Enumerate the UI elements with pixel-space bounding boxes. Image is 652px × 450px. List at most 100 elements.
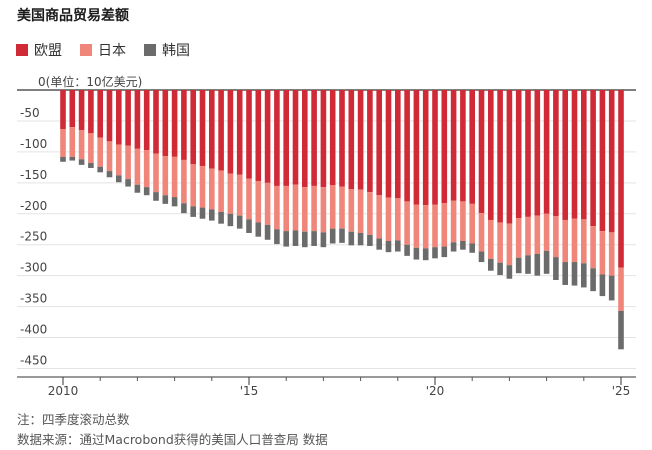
bar-korea <box>88 163 94 168</box>
bar-eu <box>171 90 178 157</box>
bar-japan <box>227 173 234 214</box>
bar-eu <box>339 90 345 187</box>
bar-japan <box>125 145 131 180</box>
bar-korea <box>590 268 596 292</box>
bar-eu <box>283 90 289 186</box>
bar-korea <box>199 207 206 219</box>
y-tick-label: -100 <box>20 137 47 151</box>
bar-korea <box>69 156 76 161</box>
bar-korea <box>478 251 485 263</box>
bar-eu <box>274 90 280 186</box>
bar-korea <box>404 244 410 256</box>
bar-korea <box>608 275 615 301</box>
bar-korea <box>339 228 345 243</box>
bar-japan <box>339 186 345 229</box>
bar-eu <box>60 90 66 129</box>
bar-eu <box>264 90 271 183</box>
bar-korea <box>302 231 308 248</box>
x-tick-label: '15 <box>240 384 259 398</box>
bar-eu <box>302 90 308 188</box>
bar-korea <box>367 234 373 246</box>
bar-korea <box>236 215 243 229</box>
bar-japan <box>218 170 224 212</box>
bar-korea <box>283 231 289 247</box>
bar-eu <box>413 90 420 205</box>
bar-japan <box>190 164 196 207</box>
bar-japan <box>404 201 410 245</box>
bar-korea <box>460 241 466 250</box>
bar-japan <box>395 198 401 241</box>
bar-japan <box>450 200 457 243</box>
bar-korea <box>441 246 448 258</box>
bar-korea <box>97 166 103 173</box>
bar-eu <box>199 90 206 167</box>
bar-japan <box>292 184 299 231</box>
bar-eu <box>88 90 94 134</box>
bar-eu <box>553 90 559 217</box>
bar-korea <box>60 156 66 162</box>
bar-japan <box>78 130 85 160</box>
bar-korea <box>134 184 141 193</box>
bar-japan <box>171 156 178 198</box>
bar-eu <box>376 90 382 196</box>
bar-eu <box>246 90 252 179</box>
bar-japan <box>478 213 485 252</box>
y-tick-label: -150 <box>20 168 47 182</box>
bar-eu <box>460 90 466 202</box>
bar-japan <box>562 219 568 263</box>
bar-eu <box>441 90 448 204</box>
legend-item-eu: 欧盟 <box>16 40 62 60</box>
bar-eu <box>478 90 485 214</box>
bar-korea <box>292 230 299 246</box>
bar-eu <box>143 90 150 151</box>
bar-japan <box>302 187 308 232</box>
bar-japan <box>441 203 448 247</box>
bar-korea <box>422 248 429 261</box>
bar-korea <box>246 219 252 233</box>
bar-korea <box>320 232 327 248</box>
bar-korea <box>190 206 196 217</box>
bar-korea <box>376 238 382 250</box>
bar-eu <box>506 90 513 224</box>
y-tick-label: -350 <box>20 292 47 306</box>
bar-japan <box>460 201 466 242</box>
bar-japan <box>571 218 578 263</box>
bar-japan <box>134 148 141 185</box>
bar-japan <box>599 231 606 275</box>
bar-korea <box>469 243 475 253</box>
legend-swatch-japan <box>80 44 92 56</box>
legend-label-korea: 韩国 <box>162 43 190 59</box>
bar-korea <box>581 263 587 288</box>
bar-japan <box>413 204 420 248</box>
bar-eu <box>432 90 438 205</box>
bar-japan <box>97 137 103 167</box>
bar-japan <box>608 232 615 276</box>
bar-korea <box>143 187 150 196</box>
bar-eu <box>255 90 262 181</box>
bar-eu <box>599 90 606 232</box>
bar-japan <box>506 223 513 266</box>
bar-korea <box>599 274 606 297</box>
source-text: 数据来源：通过Macrobond获得的美国人口普查局 数据 <box>17 432 328 447</box>
bar-eu <box>450 90 457 201</box>
bar-eu <box>608 90 615 233</box>
bar-japan <box>543 213 550 251</box>
bar-japan <box>153 153 159 193</box>
y-tick-label: -200 <box>20 199 47 213</box>
bar-japan <box>367 192 373 235</box>
bar-korea <box>515 257 522 274</box>
bar-eu <box>497 90 503 223</box>
bar-korea <box>274 229 280 245</box>
bar-eu <box>162 90 169 157</box>
bar-eu <box>581 90 587 220</box>
bar-japan <box>311 185 317 232</box>
bar-korea <box>385 241 392 253</box>
y-tick-label: -400 <box>20 323 47 337</box>
bar-eu <box>395 90 401 199</box>
bar-eu <box>218 90 224 171</box>
bar-japan <box>534 215 541 255</box>
bar-japan <box>590 226 596 269</box>
bar-japan <box>329 185 336 229</box>
bar-japan <box>581 219 587 264</box>
legend: 欧盟 日本 韩国 <box>16 40 190 60</box>
